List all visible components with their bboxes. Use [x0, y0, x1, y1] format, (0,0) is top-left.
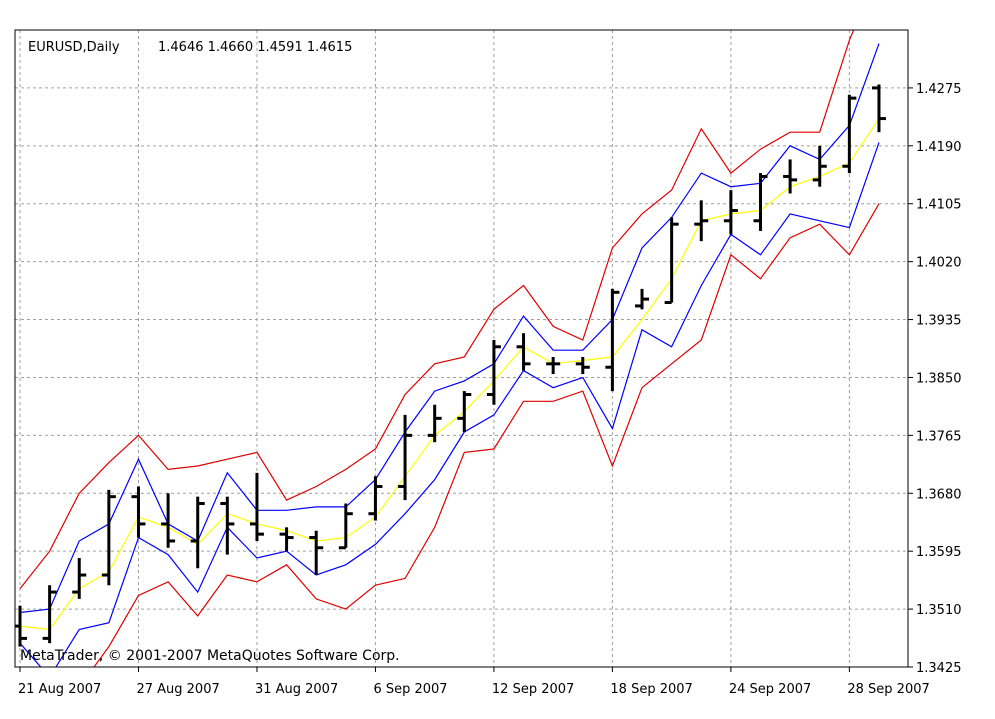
ohlc-bar: [249, 472, 264, 541]
ohlc-bar: [783, 159, 798, 194]
price-tick-label: 1.3510: [916, 603, 962, 618]
ohlc-bar: [575, 357, 590, 375]
price-tick-label: 1.3680: [916, 487, 962, 502]
ohlc-bar: [220, 496, 235, 555]
ohlc-bar: [368, 476, 383, 521]
ohlc-bar: [723, 190, 738, 235]
time-tick-label: 12 Sep 2007: [492, 682, 574, 697]
ohlc-bar: [398, 414, 413, 501]
ohlc-bar: [605, 288, 620, 392]
time-tick-label: 6 Sep 2007: [373, 682, 447, 697]
price-tick-label: 1.4275: [916, 82, 962, 97]
ohlc-bar: [486, 339, 501, 405]
ohlc-bar: [101, 489, 116, 586]
ohlc-bar: [131, 486, 146, 538]
ohlc-bar: [842, 94, 857, 174]
ohlc-bar: [309, 530, 324, 576]
inner-lower-band-line: [19, 142, 880, 667]
ohlc-bar: [694, 200, 709, 242]
price-tick-label: 1.3935: [916, 314, 962, 329]
grid: [15, 30, 908, 667]
inner-upper-band-line: [19, 43, 880, 614]
price-tick-label: 1.3595: [916, 545, 962, 560]
price-axis: 1.4275 1.4190 1.4105 1.4020 1.3935 1.3850 1.37…: [908, 82, 962, 676]
middle-average-line: [19, 118, 880, 631]
ohlc-bar: [161, 493, 176, 548]
plot-frame: [14, 29, 909, 668]
symbol-label: EURUSD,Daily: [28, 40, 120, 55]
price-tick-label: 1.3765: [916, 429, 962, 444]
ohlc-bar: [338, 503, 353, 550]
ohlc-bar: [457, 391, 472, 432]
ohlc-bar: [15, 605, 27, 647]
ohlc-bar: [664, 217, 679, 305]
time-axis: 21 Aug 2007 27 Aug 2007 31 Aug 2007 6 Sep 2…: [18, 667, 930, 697]
ohlc-bar: [190, 496, 205, 569]
price-tick-label: 1.3850: [916, 371, 962, 386]
ohlc-bar: [72, 557, 87, 599]
ohlc-bar: [279, 527, 294, 552]
price-tick-label: 1.4020: [916, 256, 962, 271]
outer-lower-band-line: [93, 203, 880, 667]
ohlc-bar: [635, 288, 650, 310]
ohlc-bar: [516, 333, 531, 371]
time-tick-label: 21 Aug 2007: [18, 682, 101, 697]
time-tick-label: 24 Sep 2007: [729, 682, 811, 697]
ohlc-readout: 1.4646 1.4660 1.4591 1.4615: [158, 40, 352, 55]
ohlc-bar: [427, 404, 442, 443]
time-tick-label: 18 Sep 2007: [610, 682, 692, 697]
ohlc-bar: [871, 84, 886, 133]
indicator-lines: [19, 30, 880, 667]
ohlc-bar: [812, 145, 827, 187]
copyright-watermark: MetaTrader, © 2001-2007 MetaQuotes Softw…: [20, 648, 400, 664]
outer-upper-band-line: [19, 30, 855, 590]
time-tick-label: 28 Sep 2007: [847, 682, 929, 697]
ohlc-bar: [546, 357, 561, 375]
ohlc-bars: [15, 84, 886, 647]
ohlc-bar: [42, 585, 57, 644]
time-tick-label: 31 Aug 2007: [255, 682, 338, 697]
price-tick-label: 1.4105: [916, 198, 962, 213]
ohlc-bar: [753, 173, 768, 231]
time-tick-label: 27 Aug 2007: [136, 682, 219, 697]
price-tick-label: 1.4190: [916, 140, 962, 155]
price-tick-label: 1.3425: [916, 661, 962, 676]
